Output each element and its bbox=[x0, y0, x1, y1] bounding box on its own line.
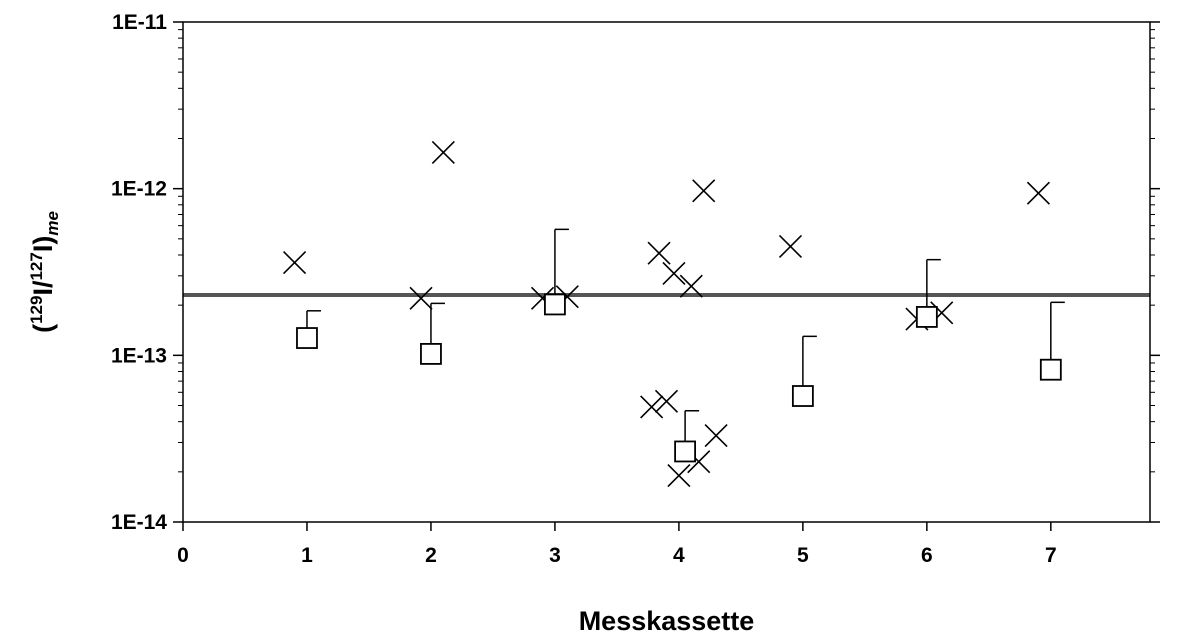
x-tick-label: 5 bbox=[797, 544, 809, 567]
cross-point bbox=[778, 234, 803, 259]
y-axis-title-sub: me bbox=[43, 211, 62, 236]
x-tick-label: 3 bbox=[549, 544, 561, 567]
y-tick-label: 1E-11 bbox=[112, 11, 167, 34]
cross-point bbox=[283, 251, 307, 275]
y-axis-title-close: I) bbox=[28, 236, 58, 253]
y-tick-labels: 1E-14 1E-13 1E-12 1E-11 bbox=[111, 11, 167, 534]
square-point bbox=[915, 306, 938, 328]
error-bar bbox=[554, 228, 569, 305]
square-point bbox=[791, 385, 814, 407]
cross-point bbox=[704, 424, 728, 448]
cross-point bbox=[679, 274, 703, 298]
cross-point bbox=[667, 463, 691, 488]
square-point bbox=[420, 342, 442, 365]
axis-ticks bbox=[173, 21, 1160, 531]
x-tick-labels: 0 1 2 3 4 5 6 7 bbox=[177, 544, 1057, 567]
cross-point bbox=[640, 395, 664, 419]
square-point bbox=[674, 440, 696, 463]
square-point bbox=[296, 327, 318, 349]
y-axis-title-sup2: 127 bbox=[27, 252, 46, 280]
cross-point bbox=[662, 261, 686, 286]
cross-point bbox=[431, 140, 455, 164]
error-bars bbox=[306, 228, 1065, 452]
y-axis-title: (129I/127I)me bbox=[27, 211, 62, 333]
x-axis-title: Messkassette bbox=[579, 606, 755, 636]
plot-area-frame bbox=[182, 21, 1151, 523]
square-point bbox=[544, 293, 566, 316]
y-tick-label: 1E-12 bbox=[111, 178, 167, 201]
cross-point bbox=[692, 179, 716, 203]
x-tick-label: 1 bbox=[301, 544, 313, 567]
x-tick-label: 2 bbox=[425, 544, 437, 567]
x-tick-label: 6 bbox=[921, 544, 933, 567]
error-bar bbox=[1050, 301, 1065, 370]
cross-point bbox=[647, 241, 671, 265]
y-axis-title-mid: I/ bbox=[28, 280, 58, 296]
cross-point bbox=[654, 389, 679, 413]
data-markers bbox=[283, 140, 1062, 488]
y-tick-label: 1E-13 bbox=[111, 344, 167, 367]
cross-point bbox=[409, 286, 433, 310]
x-tick-label: 7 bbox=[1045, 544, 1057, 567]
x-tick-label: 4 bbox=[673, 544, 685, 567]
square-point bbox=[1039, 358, 1062, 381]
y-tick-label: 1E-14 bbox=[111, 511, 167, 534]
y-axis-title-sup1: 129 bbox=[27, 296, 46, 324]
y-axis-title-open: ( bbox=[28, 324, 58, 333]
cross-point bbox=[1026, 181, 1050, 205]
x-tick-label: 0 bbox=[177, 544, 189, 567]
